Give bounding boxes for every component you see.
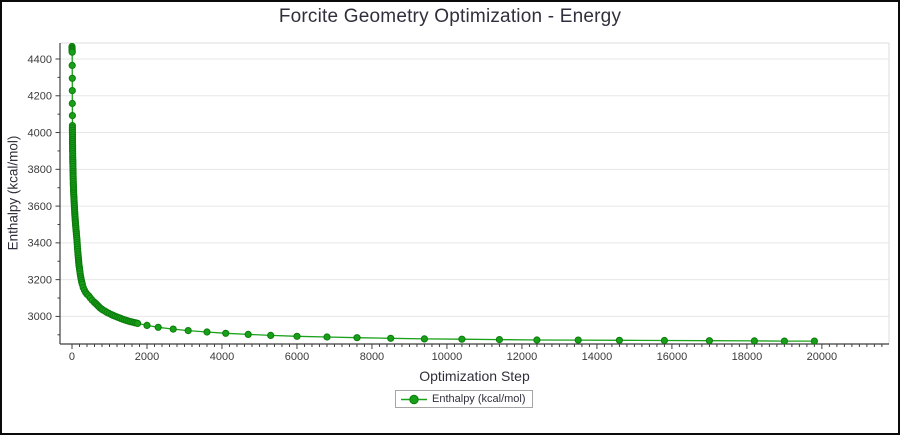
series-marker [420,335,428,343]
series-marker [267,331,275,339]
series-marker [203,328,211,336]
series-line [71,46,815,342]
y-tick-label: 4200 [28,91,52,103]
x-tick-label: 16000 [657,351,688,363]
series-marker [495,336,503,344]
series-marker [705,337,714,345]
series-marker [143,321,151,329]
series-marker [293,332,301,340]
y-tick-label: 3800 [28,164,52,176]
x-tick-label: 18000 [732,351,763,363]
legend-series-marker-icon [401,394,427,404]
series-marker [222,329,230,337]
x-tick-label: 2000 [135,351,159,363]
x-tick-label: 8000 [360,351,384,363]
chart-title: Forcite Geometry Optimization - Energy [278,6,622,27]
series-marker [574,336,582,344]
series-marker [68,112,77,120]
x-tick-label: 14000 [582,351,613,363]
x-tick-label: 10000 [432,351,463,363]
y-tick-label: 3000 [28,311,52,323]
series-marker [68,87,76,95]
x-tick-label: 20000 [807,351,838,363]
legend[interactable]: Enthalpy (kcal/mol) [395,390,533,408]
series-marker [353,334,361,342]
y-tick-label: 3400 [28,238,52,250]
series-marker [169,325,177,333]
series-marker [533,336,541,344]
series-marker [154,323,162,331]
series-marker [750,337,759,345]
series-marker [323,333,331,341]
series-marker [184,327,192,335]
series-marker [810,337,819,345]
x-axis-title: Optimization Step [419,368,530,384]
legend-label: Enthalpy (kcal/mol) [432,393,526,405]
series-marker [387,334,395,342]
series-marker [780,337,789,345]
y-tick-label: 4000 [28,127,52,139]
series-marker [68,99,76,108]
series-marker [134,319,142,327]
series-marker [458,335,466,343]
series-marker [68,48,76,56]
series-marker [68,74,76,82]
x-tick-label: 4000 [210,351,234,363]
series-marker [615,336,624,344]
y-tick-label: 3200 [28,274,52,286]
y-tick-label: 4400 [28,54,52,66]
series-marker [68,61,76,70]
y-tick-label: 3600 [28,201,52,213]
x-tick-label: 12000 [507,351,538,363]
x-tick-label: 0 [69,351,75,363]
x-tick-label: 6000 [285,351,309,363]
series-marker [244,330,252,338]
series-marker [660,336,669,345]
